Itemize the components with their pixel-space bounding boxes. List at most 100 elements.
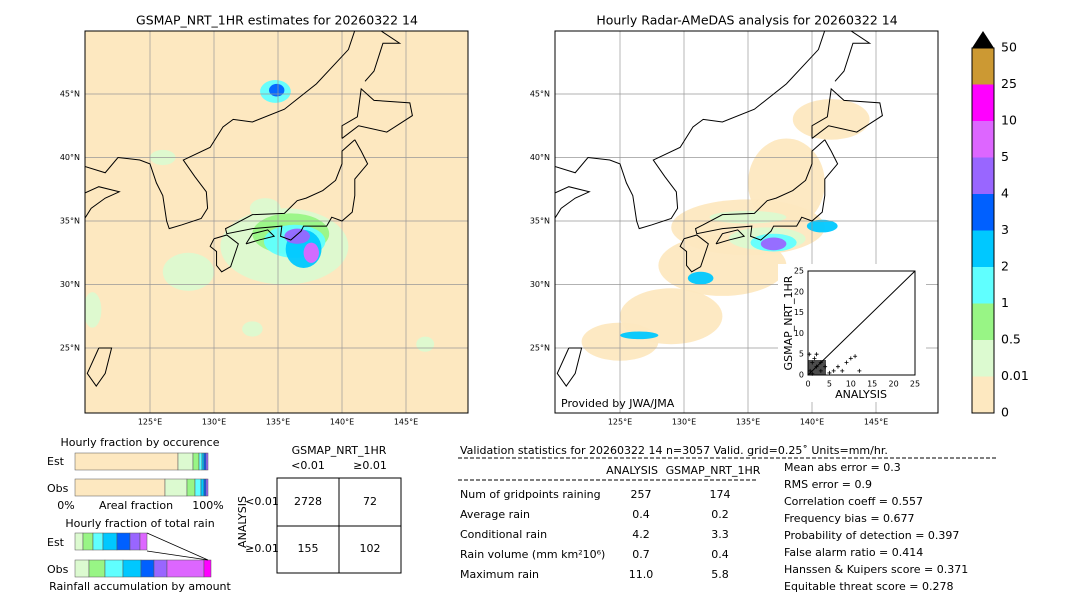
lat-label: 35°N [530, 217, 550, 226]
fraction-segment [74, 478, 166, 497]
x-tick-label: 10 [846, 380, 856, 389]
stat-value: 11.0 [629, 568, 654, 581]
score: Correlation coeff = 0.557 [784, 495, 923, 508]
rain-area [416, 336, 435, 352]
coastline [555, 186, 591, 219]
rain-area [242, 321, 263, 337]
row-label: ≥0.01 [245, 542, 279, 555]
x-tick-label: 0 [805, 380, 810, 389]
stat-value: 0.4 [632, 508, 650, 521]
stat-value: 0.7 [632, 548, 650, 561]
colorbar-label: 0.01 [1001, 368, 1029, 383]
colorbar-label: 10 [1001, 113, 1017, 128]
column-label: GSMAP_NRT_1HR [666, 464, 761, 477]
coastline [811, 87, 883, 139]
x-tick-label: 20 [889, 380, 899, 389]
fraction-segment [104, 559, 124, 578]
validation-stats: Validation statistics for 20260322 14 n=… [458, 444, 996, 593]
lat-label: 35°N [60, 217, 80, 226]
lon-label: 130°E [202, 418, 226, 427]
fraction-segment [116, 532, 131, 551]
colorbar-label: 0.5 [1001, 332, 1021, 347]
fraction-bars: Hourly fraction by occurence Est Obs 0% Area… [47, 436, 232, 593]
colorbar-swatch [972, 48, 994, 85]
coastline [224, 139, 369, 241]
fraction-segment [192, 452, 200, 471]
stat-value: 0.2 [711, 508, 729, 521]
colorbar-label: 5 [1001, 149, 1009, 164]
fraction-segment [203, 478, 207, 497]
row-label: Obs [47, 482, 69, 495]
coastline [694, 139, 839, 241]
colorbar-extend [972, 31, 994, 48]
stat-value: 4.2 [632, 528, 650, 541]
rain-area [284, 228, 311, 244]
coastline [85, 186, 121, 219]
column-label: ANALYSIS [606, 464, 658, 477]
map-body [85, 31, 468, 413]
lat-label: 45°N [530, 90, 550, 99]
table-cell: 72 [363, 495, 377, 508]
lat-label: 25°N [530, 344, 550, 353]
score: Frequency bias = 0.677 [784, 512, 915, 525]
scatter-point [840, 368, 845, 373]
stat-value: 174 [710, 488, 731, 501]
row-label: Est [47, 536, 65, 549]
colorbar-swatch [972, 303, 994, 340]
map-title: GSMAP_NRT_1HR estimates for 20260322 14 [136, 13, 418, 28]
x-axis-label: ANALYSIS [835, 388, 887, 401]
rain-area [303, 242, 319, 263]
fraction-segment [198, 452, 203, 471]
scatter-point [835, 364, 840, 369]
colorbar-swatch [972, 157, 994, 194]
colorbar-swatch [972, 376, 994, 413]
lon-label: 135°E [266, 418, 290, 427]
scatter-point [814, 352, 819, 357]
row-header: ANALYSIS [236, 496, 249, 548]
table-header: GSMAP_NRT_1HR [292, 444, 387, 457]
score: Mean abs error = 0.3 [784, 461, 901, 474]
scatter-point [812, 356, 817, 361]
row-label: Rain volume (mm km²10⁶) [460, 548, 605, 561]
fraction-segment [140, 559, 155, 578]
fraction-segment [203, 452, 207, 471]
rain-area [792, 99, 870, 140]
score: False alarm ratio = 0.414 [784, 546, 923, 559]
fraction-segment [177, 452, 194, 471]
fraction-segment [102, 532, 118, 551]
stat-value: 3.3 [711, 528, 729, 541]
table-cell: 2728 [294, 495, 322, 508]
colorbar-frame [971, 47, 995, 414]
row-label: Num of gridpoints raining [460, 488, 601, 501]
colorbar-swatch [972, 340, 994, 377]
lat-label: 30°N [60, 280, 80, 289]
fraction-segment [205, 478, 209, 497]
lat-label: 45°N [60, 90, 80, 99]
fraction-segment [186, 478, 196, 497]
row-label: <0.01 [245, 495, 279, 508]
stats-title: Validation statistics for 20260322 14 n=… [460, 444, 888, 457]
axis-label: Areal fraction [99, 499, 173, 512]
fraction-segment [129, 532, 141, 551]
map: 125°E 130°E 135°E 140°E 145°E 45°N 40°N 35°N 30°… [60, 30, 469, 427]
fraction-segment [74, 532, 84, 551]
row-label: Conditional rain [460, 528, 547, 541]
colorbar-swatch [972, 194, 994, 231]
y-axis-label: GSMAP_NRT_1HR [782, 275, 795, 370]
column-label: <0.01 [291, 459, 325, 472]
lon-label: 135°E [736, 418, 760, 427]
scatter-point [807, 352, 812, 357]
scatter-inset: 00 5 5 10 10 15 15 20 20 25 25 ANALYSIS GSMAP_NRT_1H… [778, 264, 926, 402]
scatter-point [844, 360, 849, 365]
stat-value: 257 [631, 488, 652, 501]
inset-bg [778, 264, 926, 402]
fraction-segment [92, 532, 104, 551]
lat-label: 30°N [530, 280, 550, 289]
fraction-segment [88, 559, 106, 578]
diagonal [807, 270, 916, 376]
lat-label: 40°N [530, 153, 550, 162]
coastline [364, 31, 402, 82]
coastline [556, 347, 583, 387]
rain-area [687, 271, 714, 285]
